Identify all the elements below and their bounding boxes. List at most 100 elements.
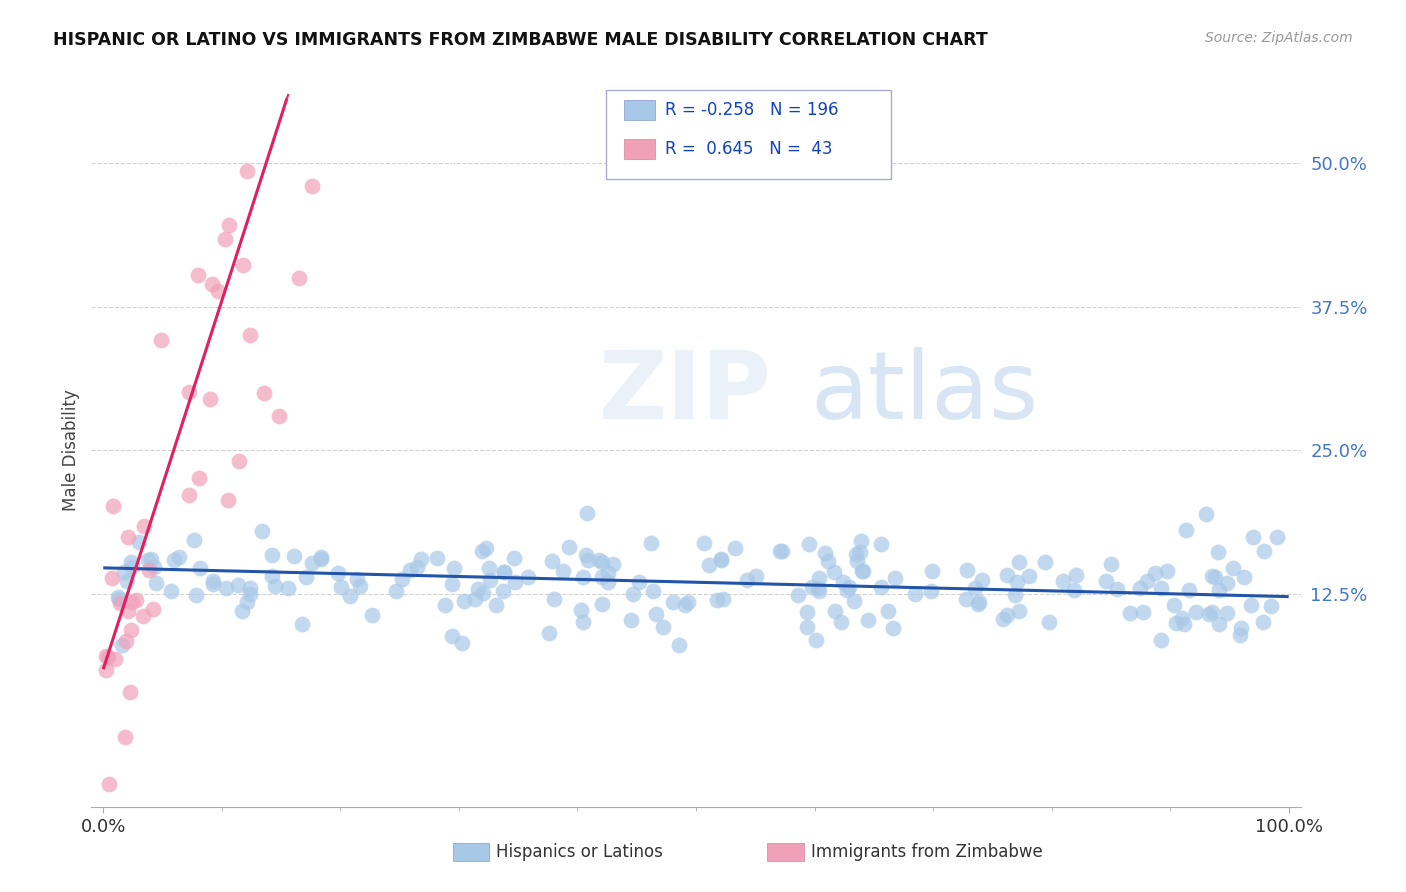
Point <box>1201 569 1223 583</box>
Point <box>226 578 249 592</box>
Point <box>104 652 127 666</box>
Point <box>966 597 988 611</box>
Point <box>621 587 644 601</box>
Point <box>112 822 135 837</box>
Point <box>824 604 846 618</box>
Point <box>735 573 758 587</box>
Point <box>239 581 262 595</box>
Point <box>1185 605 1208 619</box>
Point <box>339 590 361 604</box>
Point <box>1195 507 1218 521</box>
Point <box>146 843 169 857</box>
Point <box>239 328 262 343</box>
Point <box>851 564 873 578</box>
Point <box>478 573 501 587</box>
Point <box>651 620 673 634</box>
Point <box>467 582 489 596</box>
Point <box>557 540 579 554</box>
Point <box>796 620 818 634</box>
Point <box>118 684 141 698</box>
Point <box>231 604 253 618</box>
Point <box>676 595 699 609</box>
Point <box>101 499 124 513</box>
Point <box>215 581 238 595</box>
Point <box>808 571 831 585</box>
Point <box>675 599 697 613</box>
Point <box>1216 606 1239 620</box>
Point <box>94 648 117 663</box>
Point <box>311 549 333 564</box>
Point <box>572 615 595 630</box>
Point <box>121 560 143 574</box>
Point <box>214 232 236 246</box>
Text: R = -0.258   N = 196: R = -0.258 N = 196 <box>665 101 838 119</box>
Point <box>360 607 382 622</box>
Point <box>662 595 685 609</box>
Point <box>94 881 117 892</box>
Point <box>1008 604 1031 618</box>
Point <box>115 574 138 588</box>
Point <box>1175 523 1198 537</box>
Point <box>409 551 432 566</box>
Point <box>311 551 333 566</box>
Point <box>103 832 125 847</box>
Point <box>406 560 429 574</box>
Point <box>450 635 472 649</box>
Point <box>125 592 148 607</box>
Point <box>391 572 413 586</box>
Point <box>1150 581 1173 595</box>
Point <box>1143 566 1166 581</box>
Point <box>128 535 150 549</box>
Point <box>602 557 624 571</box>
Point <box>453 594 475 608</box>
Point <box>475 541 498 556</box>
Point <box>202 574 225 588</box>
Point <box>186 588 208 602</box>
Point <box>967 595 990 609</box>
Point <box>253 385 276 400</box>
Point <box>800 580 823 594</box>
Point <box>1119 606 1142 620</box>
Point <box>668 638 690 652</box>
FancyBboxPatch shape <box>453 843 489 862</box>
Text: HISPANIC OR LATINO VS IMMIGRANTS FROM ZIMBABWE MALE DISABILITY CORRELATION CHART: HISPANIC OR LATINO VS IMMIGRANTS FROM ZI… <box>53 31 988 49</box>
Point <box>1004 588 1026 602</box>
Point <box>142 560 165 574</box>
Point <box>856 613 879 627</box>
Point <box>1094 574 1116 589</box>
Point <box>471 544 494 558</box>
Point <box>706 593 728 607</box>
Point <box>838 580 860 594</box>
Point <box>823 566 845 580</box>
Point <box>167 549 190 564</box>
Text: Source: ZipAtlas.com: Source: ZipAtlas.com <box>1205 31 1353 45</box>
Point <box>870 580 893 594</box>
Point <box>301 178 323 193</box>
Point <box>920 584 942 599</box>
Point <box>1222 561 1244 575</box>
Point <box>145 576 167 591</box>
Point <box>1204 570 1226 584</box>
Point <box>543 591 565 606</box>
Text: Immigrants from Zimbabwe: Immigrants from Zimbabwe <box>811 843 1043 861</box>
Point <box>588 553 610 567</box>
Point <box>131 609 153 624</box>
Point <box>385 584 408 599</box>
Point <box>835 582 858 597</box>
Point <box>596 566 619 580</box>
Point <box>1173 616 1195 631</box>
Point <box>150 334 173 348</box>
Point <box>464 592 486 607</box>
FancyBboxPatch shape <box>768 843 804 862</box>
Point <box>346 572 368 586</box>
Point <box>120 623 142 637</box>
Point <box>198 392 221 407</box>
Point <box>845 547 868 561</box>
Point <box>101 571 124 585</box>
Point <box>117 604 139 618</box>
Point <box>877 604 900 618</box>
Point <box>640 535 662 549</box>
Point <box>1229 628 1251 642</box>
Point <box>201 277 224 291</box>
Point <box>620 613 643 627</box>
